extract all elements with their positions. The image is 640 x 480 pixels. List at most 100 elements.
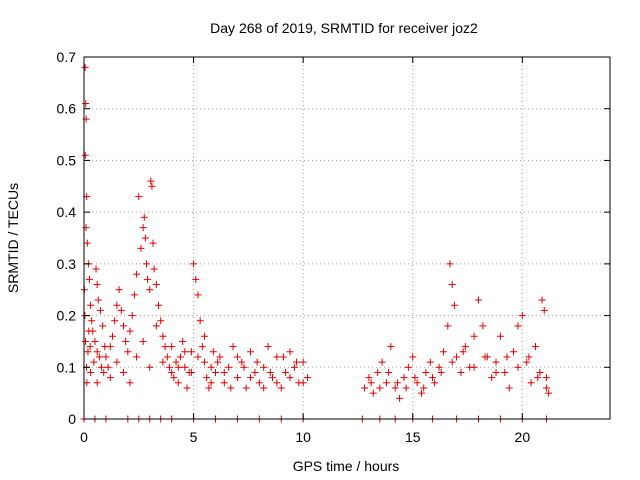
data-point <box>444 322 452 330</box>
data-point <box>457 368 465 376</box>
data-point <box>201 358 209 366</box>
data-point <box>104 363 112 371</box>
data-point <box>181 348 189 356</box>
data-point <box>431 379 439 387</box>
data-point <box>126 327 134 335</box>
data-point <box>87 368 95 376</box>
data-point <box>174 379 182 387</box>
data-point <box>282 368 290 376</box>
data-point <box>201 332 209 340</box>
data-point <box>279 353 287 361</box>
data-point <box>159 358 167 366</box>
x-axis-label: GPS time / hours <box>293 458 400 474</box>
data-point <box>514 363 522 371</box>
data-point <box>233 374 241 382</box>
data-point <box>93 379 101 387</box>
data-point <box>155 301 163 309</box>
x-tick-label: 5 <box>190 429 198 445</box>
data-point <box>448 358 456 366</box>
data-point <box>422 368 430 376</box>
data-point <box>470 363 478 371</box>
data-point <box>400 374 408 382</box>
data-point <box>207 363 215 371</box>
data-point <box>479 322 487 330</box>
y-axis-label: SRMTID / TECUs <box>5 183 21 293</box>
data-point <box>510 348 518 356</box>
data-point <box>85 327 93 335</box>
data-point <box>203 374 211 382</box>
data-point <box>187 348 195 356</box>
data-point <box>255 379 263 387</box>
data-point <box>385 368 393 376</box>
data-point <box>187 368 195 376</box>
data-point <box>90 358 98 366</box>
data-point <box>413 379 421 387</box>
data-point <box>376 384 384 392</box>
data-point <box>148 182 156 190</box>
data-point <box>93 281 101 289</box>
data-point <box>545 389 553 397</box>
data-point <box>527 379 535 387</box>
data-point <box>83 379 91 387</box>
data-point <box>124 348 132 356</box>
x-tick-label: 15 <box>405 429 421 445</box>
data-point <box>168 343 176 351</box>
data-point <box>147 177 155 185</box>
data-point <box>481 353 489 361</box>
data-point <box>137 244 145 252</box>
data-point <box>378 358 386 366</box>
data-point <box>459 348 467 356</box>
data-point <box>163 353 171 361</box>
data-point <box>82 337 90 345</box>
data-point <box>488 374 496 382</box>
y-tick-label: 0.7 <box>57 49 77 65</box>
data-point <box>174 363 182 371</box>
y-tick-label: 0.3 <box>57 256 77 272</box>
y-tick-label: 0.1 <box>57 359 77 375</box>
data-point <box>198 343 206 351</box>
data-point <box>106 343 114 351</box>
data-point <box>525 353 533 361</box>
data-point <box>240 363 248 371</box>
data-point <box>542 384 550 392</box>
data-point <box>220 379 228 387</box>
data-point <box>273 353 281 361</box>
data-point <box>141 234 149 242</box>
data-point <box>159 332 167 340</box>
x-tick-label: 0 <box>80 429 88 445</box>
data-point <box>260 363 268 371</box>
data-point <box>161 343 169 351</box>
data-point <box>450 301 458 309</box>
axis-ticks: 0 0.1 0.2 0.3 0.4 0.5 0.6 0.7 0 5 10 15 20 <box>57 49 610 445</box>
data-point <box>117 306 125 314</box>
data-point <box>540 306 548 314</box>
data-point <box>108 332 116 340</box>
data-point <box>82 100 90 108</box>
data-point <box>192 275 200 283</box>
data-point <box>176 353 184 361</box>
data-point <box>304 374 312 382</box>
data-point <box>95 353 103 361</box>
data-point <box>435 363 443 371</box>
data-point <box>286 348 294 356</box>
data-point <box>113 301 121 309</box>
data-point <box>133 270 141 278</box>
x-tick-label: 10 <box>295 429 311 445</box>
data-point <box>126 379 134 387</box>
data-point <box>534 374 542 382</box>
data-point <box>299 358 307 366</box>
y-tick-label: 0.6 <box>57 101 77 117</box>
data-point <box>209 348 217 356</box>
data-point <box>514 322 522 330</box>
data-point <box>293 358 301 366</box>
data-point <box>144 275 152 283</box>
data-point <box>181 363 189 371</box>
data-point <box>247 348 255 356</box>
data-point <box>88 317 96 325</box>
data-point <box>152 322 160 330</box>
data-point <box>518 312 526 320</box>
data-point <box>170 374 178 382</box>
data-point <box>183 384 191 392</box>
data-point <box>99 322 107 330</box>
